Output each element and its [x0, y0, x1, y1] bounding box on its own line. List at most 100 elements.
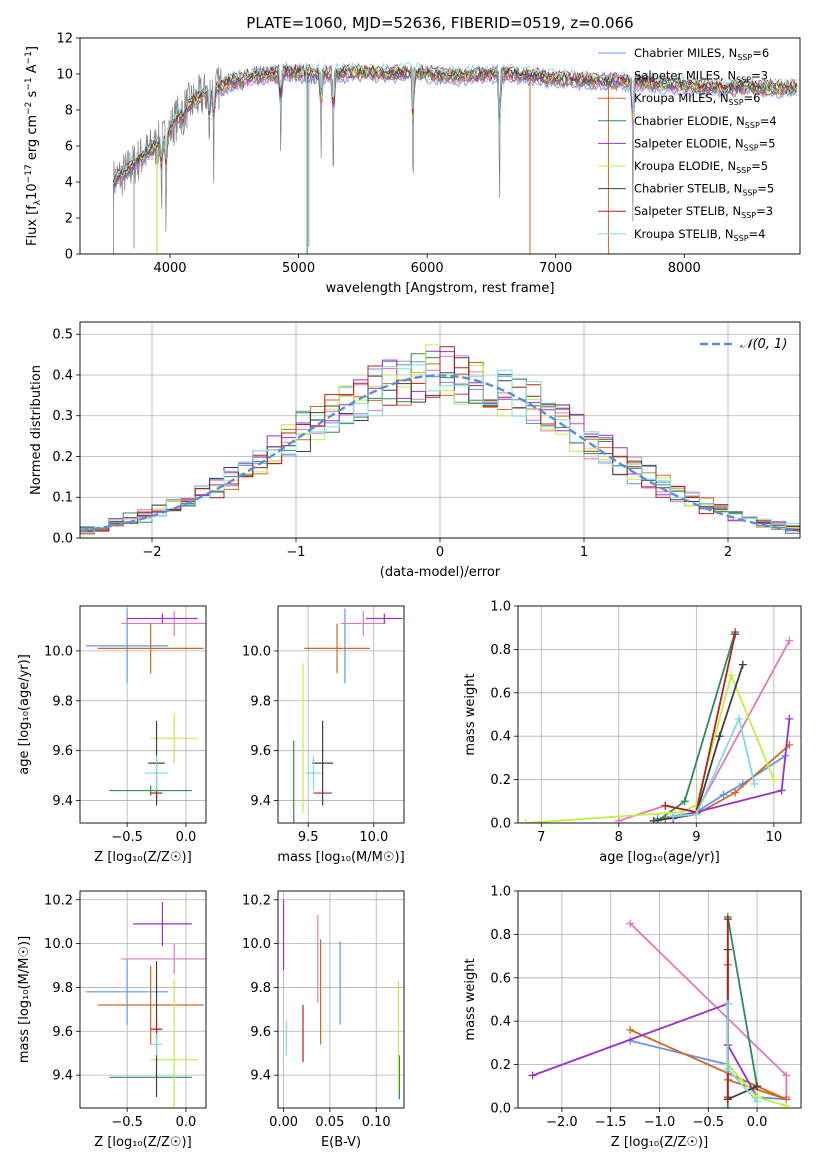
y-tick-label: 2: [65, 212, 73, 227]
y-label-part: s: [25, 90, 40, 101]
legend-suffix: =3: [756, 204, 773, 218]
y-tick-label: 0.2: [52, 450, 73, 465]
x-axis-label: Z [log₁₀(Z/Z☉)]: [94, 850, 191, 865]
x-tick-label: 2: [724, 545, 732, 560]
legend-name: Kroupa STELIB, N: [634, 227, 734, 241]
y-axis-label: mass [log₁₀(M/M☉)]: [17, 936, 32, 1063]
plot-area: [293, 608, 403, 823]
axes-frame: [79, 605, 207, 824]
panel-residuals: −2 −1 0 1 2 0.0 0.1 0.2 0.3 0.4 0.5 (data-model)/er…: [29, 321, 801, 580]
grid-group: [278, 606, 404, 823]
weight-marker-kroupa_stelib: [723, 1064, 732, 1073]
y-tick-label: 10.0: [44, 937, 73, 952]
legend-sub: SSP: [745, 121, 760, 130]
x-tick-label: 9: [692, 830, 700, 845]
y-tick-label: 0.4: [490, 730, 511, 745]
y-label-part: 10: [25, 183, 40, 200]
plot-area: [80, 344, 800, 535]
x-axis-label: (data-model)/error: [380, 565, 501, 580]
weight-marker-salpeter_stelib: [731, 630, 740, 639]
y-axis-label: mass weight: [463, 673, 478, 755]
legend-suffix: =6: [752, 46, 769, 60]
x-tick-label: 1: [580, 545, 588, 560]
legend-entry: Chabrier MILES, NSSP=6: [634, 46, 769, 62]
y-axis-label: Flux [fλ10−17 erg cm−2 s−1 A−1]: [24, 46, 43, 246]
weight-marker-chabrier_miles: [719, 790, 728, 799]
x-tick-label: 10: [766, 830, 783, 845]
weight-marker-salpeter_miles: [614, 816, 623, 823]
weight-marker-salpeter_stelib: [661, 801, 670, 810]
legend-suffix: =5: [759, 136, 776, 150]
y-label-part: Flux [f: [25, 205, 40, 246]
x-tick-label: 8: [615, 830, 623, 845]
y-tick-label: 10.2: [44, 893, 73, 908]
legend-name: Salpeter STELIB, N: [634, 204, 741, 218]
y-tick-label: 0.0: [490, 1102, 511, 1117]
legend-sub: SSP: [729, 98, 744, 107]
y-tick-label: 0.8: [490, 643, 511, 658]
weight-marker-salpeter_miles: [785, 636, 794, 645]
weight-marker-chabrier_stelib: [649, 816, 658, 823]
axes-frame: [79, 37, 801, 255]
y-tick-label: 1.0: [490, 600, 511, 615]
y-tick-label: 12: [56, 32, 73, 47]
y-axis-label: mass weight: [463, 958, 478, 1040]
y-tick-label: 0.8: [490, 928, 511, 943]
panel-mass_vs_ebv: 0.00 0.05 0.10 9.4 9.6 9.8 10.0 10.2 E(B-V): [242, 890, 405, 1150]
x-axis-label: Z [log₁₀(Z/Z☉)]: [94, 1135, 191, 1150]
y-label-part: erg cm: [25, 115, 40, 164]
y-tick-label: 1.0: [490, 885, 511, 900]
legend-name: Salpeter MILES, N: [634, 69, 736, 83]
legend-entry: Kroupa STELIB, NSSP=4: [634, 227, 765, 243]
x-tick-label: 0.05: [315, 1115, 344, 1130]
panel-weight_vs_Z: −2.0 −1.5 −1.0 −0.5 0.0 0.0 0.2 0.4 0.6 0.8 1.0 Z […: [463, 885, 802, 1150]
panel-age_vs_mass: 9.5 10.0 9.4 9.6 9.8 10.0 mass [log₁₀(M/M☉)]: [242, 605, 405, 865]
y-label-part: λ: [33, 199, 43, 205]
y-label-part: −17: [24, 164, 34, 183]
axes-frame: [79, 890, 207, 1109]
y-axis-label: age [log₁₀(age/yr)]: [17, 654, 32, 775]
plot-area: [85, 608, 206, 806]
y-tick-label: 0.4: [490, 1015, 511, 1030]
weight-line-kroupa_stelib: [673, 716, 756, 818]
model-spectrum-chabrier_miles: [112, 72, 797, 192]
y-tick-label: 9.6: [52, 1025, 73, 1040]
legend-entry: Chabrier ELODIE, NSSP=4: [634, 114, 777, 130]
x-axis-label: age [log₁₀(age/yr)]: [599, 850, 720, 865]
x-tick-label: 7000: [539, 261, 572, 276]
x-tick-label: −1.5: [595, 1115, 627, 1130]
y-tick-label: 10: [56, 68, 73, 83]
axes-frame: [79, 321, 801, 539]
legend-sub: SSP: [737, 53, 752, 62]
y-tick-label: 9.4: [52, 1069, 73, 1084]
model-spectrum-kroupa_miles: [113, 70, 798, 189]
legend-sub: SSP: [742, 189, 757, 198]
legend-name: Chabrier STELIB, N: [634, 182, 742, 196]
y-tick-label: 0.2: [490, 773, 511, 788]
legend-sub: SSP: [736, 76, 751, 85]
y-tick-label: 0: [65, 248, 73, 263]
weight-marker-chabrier_stelib: [738, 660, 747, 669]
x-axis-label: mass [log₁₀(M/M☉)]: [277, 850, 404, 865]
legend-sub: SSP: [744, 143, 759, 152]
weight-marker-salpeter_elodie: [777, 786, 786, 795]
legend-name: Kroupa ELODIE, N: [634, 159, 736, 173]
y-tick-label: 10.0: [242, 644, 271, 659]
panel-spectrum: 4000 5000 6000 7000 8000 0 2 4 6 8 10 12 wavelength …: [24, 32, 801, 296]
gaussian-legend-label: 𝒩(0, 1): [740, 337, 787, 352]
legend-entry: Chabrier STELIB, NSSP=5: [634, 182, 774, 198]
x-tick-label: −1.0: [644, 1115, 676, 1130]
model-spectrum-chabrier_elodie: [112, 68, 798, 188]
y-tick-label: 9.8: [250, 981, 271, 996]
x-axis-label: E(B-V): [321, 1135, 361, 1150]
weight-marker-kroupa_elodie: [727, 671, 736, 680]
x-tick-label: 7: [537, 830, 545, 845]
y-tick-label: 0.5: [52, 328, 73, 343]
y-axis-label: Normed distribution: [29, 365, 44, 495]
weight-marker-kroupa_stelib: [750, 779, 759, 788]
legend-suffix: =5: [757, 182, 774, 196]
axes-frame: [277, 605, 405, 824]
weight-marker-salpeter_miles: [626, 919, 635, 928]
y-tick-label: 0.0: [52, 532, 73, 547]
x-tick-label: 0.0: [176, 1115, 197, 1130]
